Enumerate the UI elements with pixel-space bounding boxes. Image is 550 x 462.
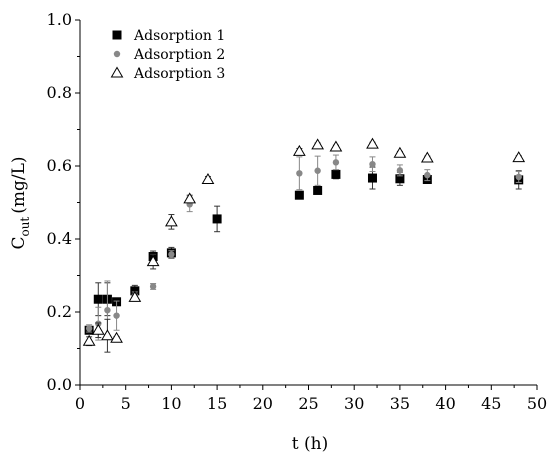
x-tick-label: 15 [207,394,227,413]
x-tick-label: 35 [390,394,410,413]
data-point [367,173,377,183]
y-tick-label: 1.0 [47,10,72,29]
x-tick-label: 45 [481,394,501,413]
y-axis: 0.0 0.2 0.4 0.6 0.8 1.0 [47,10,80,394]
data-point [130,286,140,296]
series-2 [85,154,522,341]
data-series [82,137,526,353]
data-point [149,283,157,290]
legend-marker [112,30,122,40]
y-tick-label: 0.4 [47,229,72,248]
x-tick-label: 40 [435,394,455,413]
data-point [128,290,142,302]
data-point [393,146,407,158]
legend-marker [113,50,121,58]
legend: Adsorption 1 Adsorption 2 Adsorption 3 [110,28,225,82]
data-point [420,151,434,163]
y-axis-label-subscript: out [18,217,32,237]
legend-label: Adsorption 2 [133,47,225,63]
data-point [313,185,323,195]
x-axis: 0 5 10 15 20 25 30 35 40 45 50 [75,385,547,413]
series-3 [82,137,526,353]
data-point [201,173,215,185]
legend-label: Adsorption 3 [133,66,225,82]
y-tick-label: 0.8 [47,83,72,102]
data-point [311,138,325,150]
x-tick-label: 50 [527,394,547,413]
data-point [82,334,96,346]
data-point [93,294,103,304]
data-point [329,140,343,152]
x-tick-label: 20 [253,394,273,413]
data-point [314,167,321,174]
x-tick-label: 25 [298,394,318,413]
data-point [113,312,120,319]
data-point [101,329,114,341]
data-point [396,167,404,174]
data-point [424,171,431,179]
legend-marker [110,66,124,78]
data-point [331,169,341,179]
data-point [85,325,93,332]
data-point [512,151,526,163]
y-axis-label-unit: (mg/L) [9,156,29,213]
data-point [212,214,222,224]
data-point [104,306,111,314]
y-tick-label: 0.6 [47,156,72,175]
y-tick-label: 0.0 [47,375,72,394]
data-point [296,170,303,177]
data-point [332,159,340,166]
data-point [515,173,522,181]
y-axis-label-main: C [9,237,29,250]
y-axis-label: Cout (mg/L) [9,156,32,249]
data-point [168,251,175,258]
data-point [91,323,105,335]
x-tick-label: 5 [121,394,131,413]
data-point [183,192,197,204]
data-point [165,215,178,227]
data-point [369,160,376,168]
data-point [294,190,304,200]
data-point [395,174,405,184]
y-tick-label: 0.2 [47,302,72,321]
data-point [366,137,379,149]
series-1 [84,166,524,335]
data-point [110,331,123,343]
data-point [146,255,160,267]
x-tick-label: 0 [75,394,85,413]
legend-label: Adsorption 1 [133,28,225,44]
x-axis-label: t (h) [292,434,328,454]
data-point [292,144,306,156]
x-tick-label: 30 [344,394,364,413]
x-tick-label: 10 [161,394,181,413]
